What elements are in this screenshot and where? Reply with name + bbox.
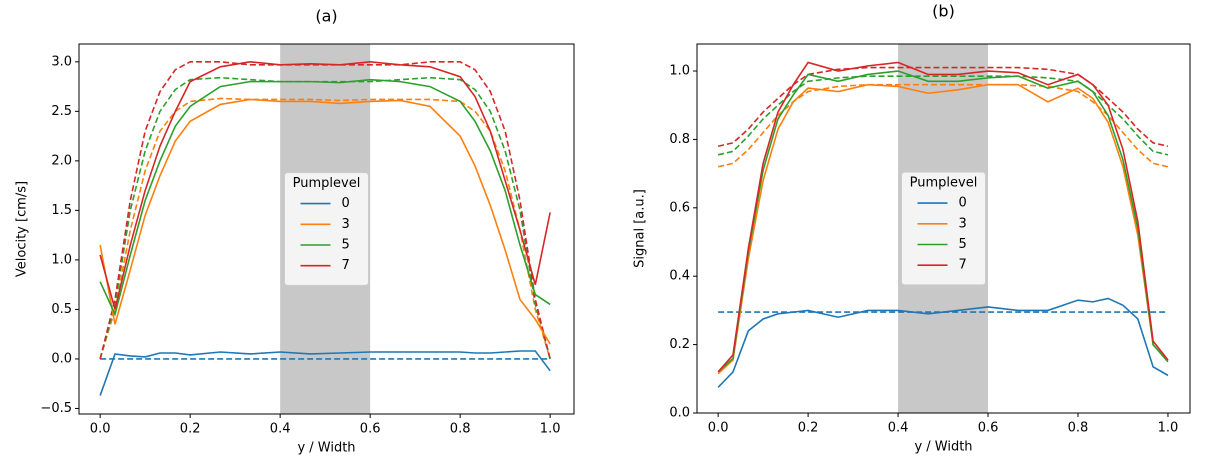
x-axis-label: y / Width [297, 441, 355, 456]
y-tick-label: 0.2 [669, 337, 690, 352]
legend-label: 7 [342, 258, 350, 273]
reference-line [717, 66, 1169, 148]
data-line [99, 61, 551, 310]
x-tick-label: 0.0 [90, 422, 111, 437]
x-tick-label: 0.8 [450, 422, 471, 437]
chart-title: (b) [932, 2, 955, 21]
legend: Pumplevel 0 3 5 7 [901, 171, 986, 286]
chart-title: (a) [315, 7, 337, 26]
y-axis-label: Signal [a.u.] [633, 189, 648, 268]
x-tick-label: 0.4 [270, 422, 291, 437]
y-tick-label: 0.4 [669, 269, 690, 284]
x-tick-label: 1.0 [1158, 421, 1179, 436]
y-tick-label: 0.8 [669, 132, 690, 147]
x-tick-label: 0.2 [180, 422, 201, 437]
x-tick-label: 0.0 [708, 421, 729, 436]
x-tick-label: 0.4 [888, 421, 909, 436]
legend-label: 3 [342, 217, 350, 232]
plot: 0.0 0.2 0.4 0.6 0.8 1.0 0.0 0.2 0.4 0.6 0.8 1.0 (b) y… [633, 2, 1191, 455]
legend-box [901, 171, 986, 286]
x-tick-label: 0.6 [978, 421, 999, 436]
y-tick-label: 0.0 [51, 351, 72, 366]
legend-title: Pumplevel [293, 176, 361, 191]
data-line [99, 98, 551, 345]
y-tick-label: 2.5 [51, 104, 72, 119]
legend-label: 0 [959, 196, 967, 211]
y-tick-label: 3.0 [51, 54, 72, 69]
legend-label: 5 [959, 237, 967, 252]
x-axis-label: y / Width [914, 440, 972, 455]
axes-frame [78, 43, 575, 415]
legend-title: Pumplevel [910, 176, 978, 191]
reference-line [717, 83, 1169, 168]
data-line [717, 83, 1169, 375]
data-line [99, 350, 551, 396]
data-line [99, 78, 551, 317]
axes-frame [696, 43, 1191, 414]
legend-label: 5 [342, 238, 350, 253]
x-tick-label: 0.2 [798, 421, 819, 436]
reference-line [99, 97, 551, 360]
y-axis-label: Velocity [cm/s] [15, 181, 30, 277]
data-line [717, 61, 1169, 373]
x-tick-label: 0.8 [1068, 421, 1089, 436]
x-tick-label: 0.6 [360, 422, 381, 437]
legend: Pumplevel 0 3 5 7 [284, 172, 369, 286]
data-line [717, 297, 1169, 388]
legend-label: 7 [959, 258, 967, 273]
y-tick-label: 2.0 [51, 153, 72, 168]
reference-line [717, 75, 1169, 156]
y-tick-label: 0.0 [669, 406, 690, 421]
y-tick-label: 1.0 [51, 252, 72, 267]
data-line [717, 70, 1169, 373]
legend-label: 3 [959, 216, 967, 231]
y-tick-label: −0.5 [40, 401, 72, 416]
y-tick-label: 1.5 [51, 203, 72, 218]
plot: 0.0 0.2 0.4 0.6 0.8 1.0 −0.5 0.0 0.5 1.0 1.5 2.0 2.5… [15, 7, 575, 456]
legend-box [284, 172, 369, 286]
y-tick-label: 0.5 [51, 302, 72, 317]
legend-label: 0 [342, 196, 350, 211]
y-tick-label: 0.6 [669, 200, 690, 215]
x-tick-label: 1.0 [540, 422, 561, 437]
y-tick-label: 1.0 [669, 64, 690, 79]
